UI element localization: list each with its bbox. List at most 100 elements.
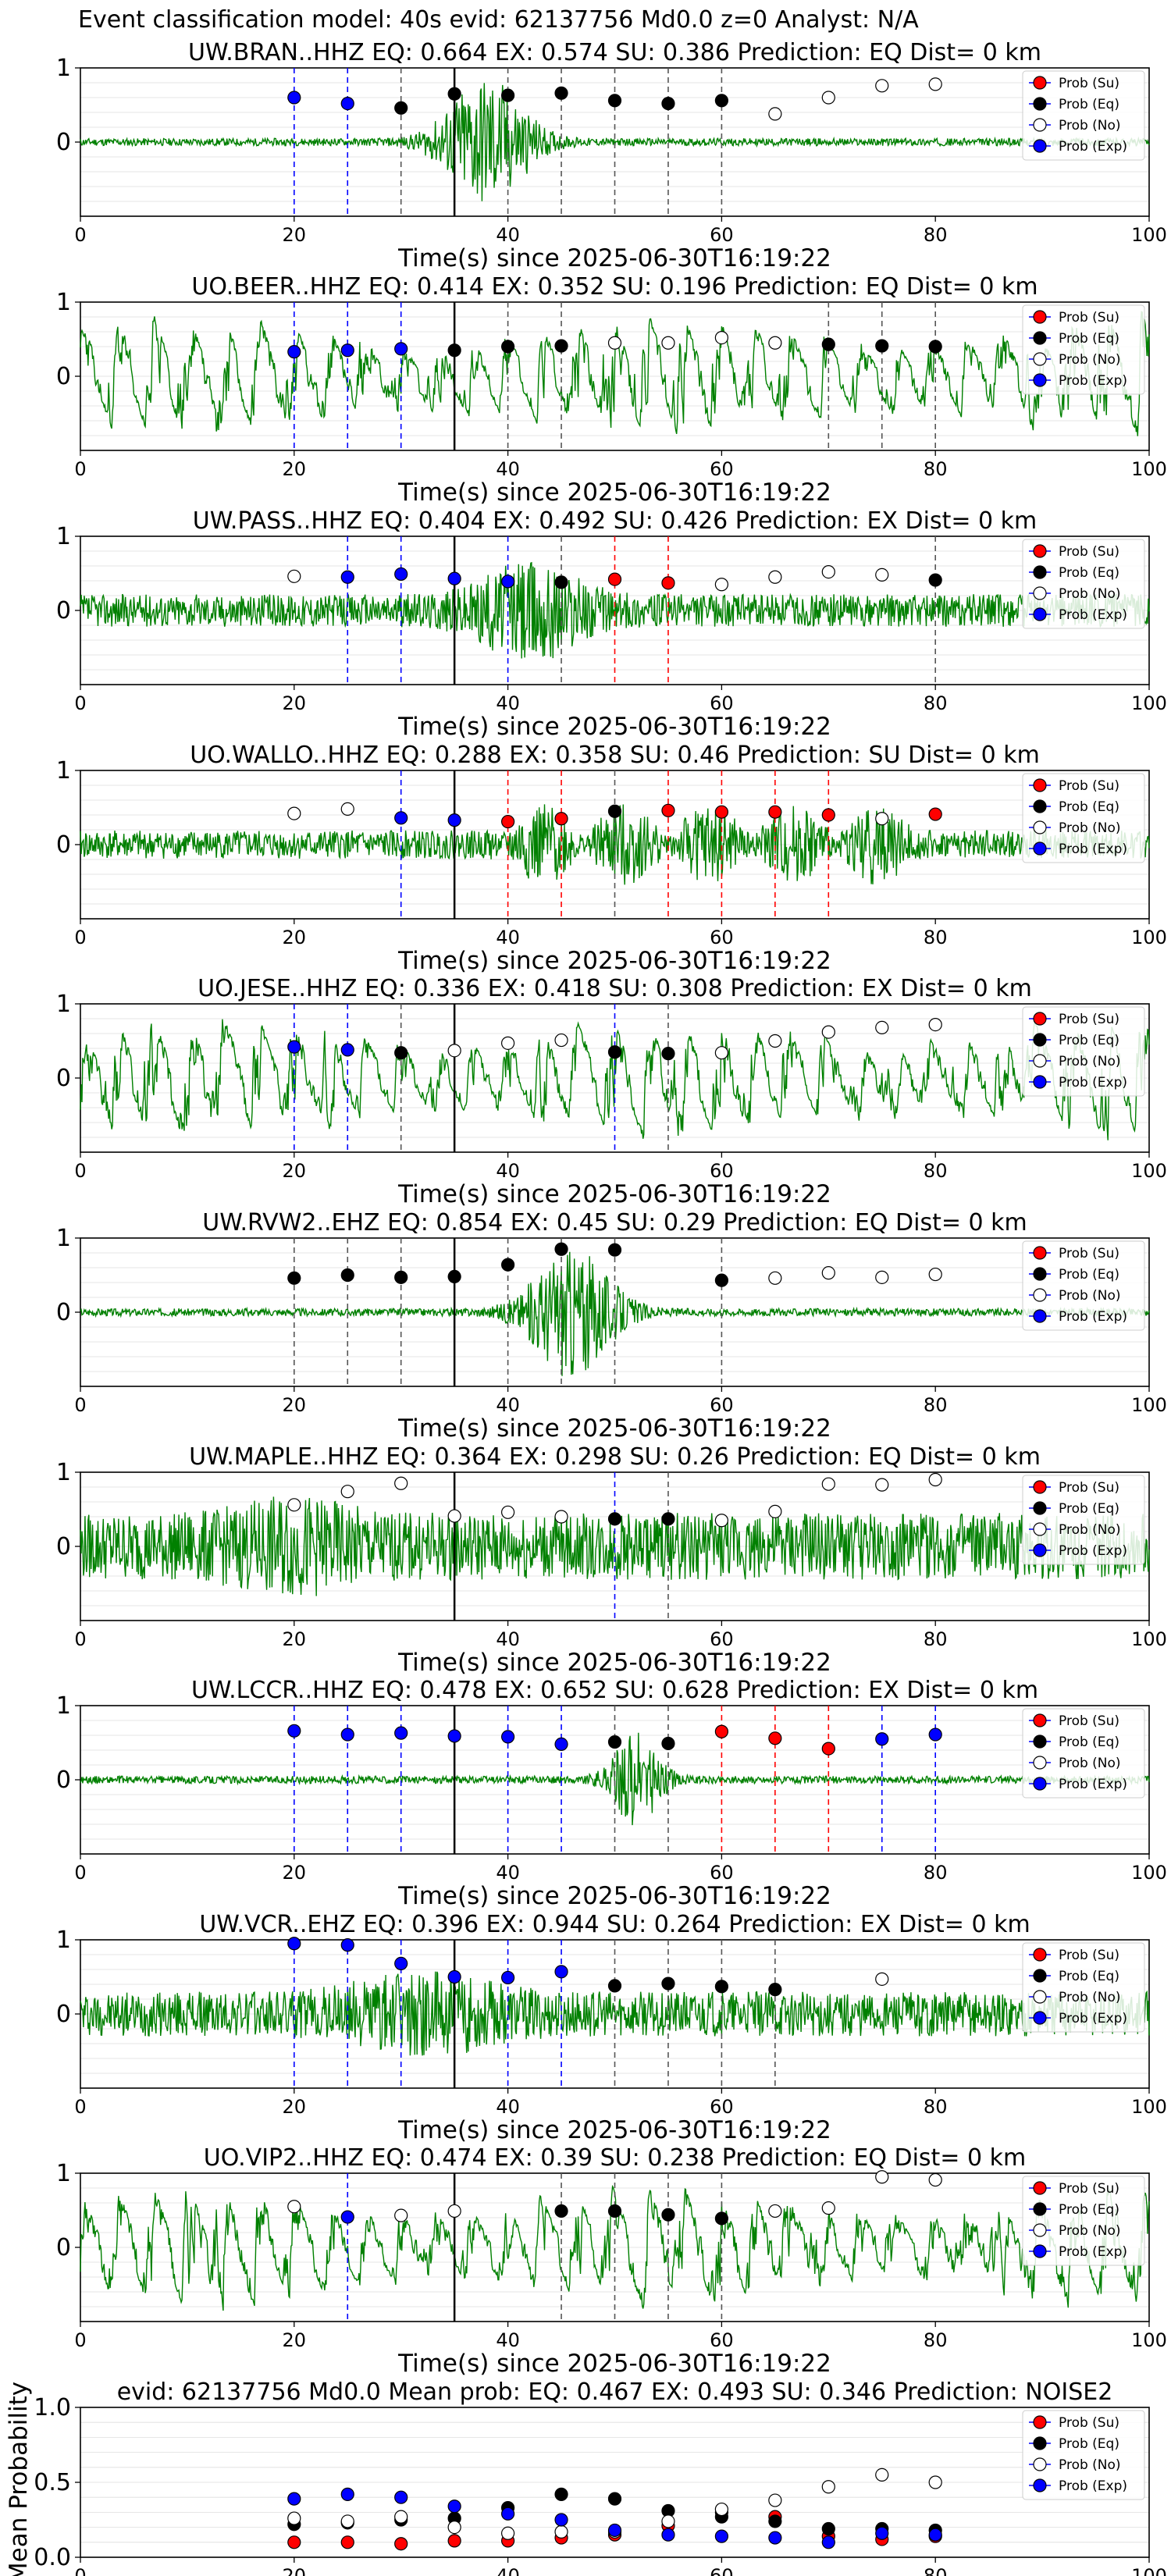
prob-point	[607, 1243, 622, 1257]
legend-box	[1022, 1006, 1145, 1097]
legend-label: Prob (Exp)	[1059, 1777, 1127, 1792]
prob-point	[607, 572, 622, 586]
legend-label: Prob (Eq)	[1059, 799, 1119, 815]
legend-label: Prob (Su)	[1059, 544, 1119, 560]
y-tick-label: 0	[56, 1065, 71, 1092]
x-tick-label: 0	[74, 1160, 86, 1182]
mean-prob-point	[500, 2526, 515, 2540]
y-tick-label: 0	[56, 597, 71, 624]
chart-panel: UW.VCR..EHZ EQ: 0.396 EX: 0.944 SU: 0.26…	[56, 1911, 1167, 2144]
legend-label: Prob (Eq)	[1059, 1033, 1119, 1048]
legend-label: Prob (Su)	[1059, 2181, 1119, 2197]
y-tick-label: 0.0	[34, 2544, 71, 2571]
x-tick-label: 40	[496, 2565, 520, 2576]
x-axis-label: Time(s) since 2025-06-30T16:19:22	[397, 1882, 831, 1910]
x-tick-label: 0	[74, 458, 86, 480]
x-tick-label: 100	[1131, 1628, 1167, 1650]
prob-point	[394, 811, 408, 825]
legend-label: Prob (Eq)	[1059, 2202, 1119, 2218]
legend-box	[1022, 2176, 1145, 2266]
prob-point	[768, 1034, 782, 1048]
legend-marker	[1033, 1522, 1047, 1536]
legend-label: Prob (Su)	[1059, 1246, 1119, 1261]
mean-prob-point	[287, 2511, 301, 2525]
legend-marker	[1033, 97, 1047, 111]
mean-prob-point	[554, 2524, 568, 2539]
legend-box	[1022, 70, 1145, 161]
mean-prob-point	[394, 2510, 408, 2524]
legend-label: Prob (Exp)	[1059, 1543, 1127, 1559]
x-axis-label: Time(s) since 2025-06-30T16:19:22	[397, 1180, 831, 1208]
legend-label: Prob (No)	[1059, 586, 1121, 602]
mean-prob-point	[714, 2502, 729, 2517]
prob-point	[554, 1033, 568, 1048]
x-tick-label: 0	[74, 927, 86, 948]
prob-point	[500, 814, 515, 829]
prob-point	[821, 1477, 835, 1491]
x-tick-label: 40	[496, 1628, 520, 1650]
prob-point	[661, 1512, 675, 1526]
x-axis-label: Time(s) since 2025-06-30T16:19:22	[397, 947, 831, 975]
prob-point	[447, 1044, 461, 1058]
prob-point	[447, 343, 461, 358]
x-axis-label: Time(s) since 2025-06-30T16:19:22	[397, 1649, 831, 1677]
chart-panel: UW.RVW2..EHZ EQ: 0.854 EX: 0.45 SU: 0.29…	[56, 1209, 1167, 1443]
prob-point	[768, 336, 782, 350]
prob-point	[340, 1268, 354, 1283]
x-tick-label: 100	[1131, 224, 1167, 246]
chart-panel: UW.MAPLE..HHZ EQ: 0.364 EX: 0.298 SU: 0.…	[56, 1443, 1167, 1677]
prob-point	[394, 1046, 408, 1060]
legend-label: Prob (Eq)	[1059, 1501, 1119, 1517]
x-tick-label: 40	[496, 1160, 520, 1182]
y-tick-label: 0	[56, 1533, 71, 1560]
prob-point	[661, 576, 675, 590]
x-tick-label: 100	[1131, 2096, 1167, 2118]
panel-title: UO.WALLO..HHZ EQ: 0.288 EX: 0.358 SU: 0.…	[190, 742, 1040, 769]
prob-point	[875, 1972, 889, 1986]
legend-marker	[1033, 352, 1047, 366]
legend-label: Prob (Exp)	[1059, 841, 1127, 857]
prob-point	[875, 1478, 889, 1492]
prob-point	[821, 337, 835, 351]
legend-label: Prob (Exp)	[1059, 607, 1127, 623]
legend-marker	[1033, 2478, 1047, 2492]
x-tick-label: 20	[283, 1394, 307, 1416]
y-tick-label: 1	[56, 1692, 71, 1720]
legend-marker	[1033, 1288, 1047, 1302]
prob-point	[554, 86, 568, 100]
mean-prob-point	[821, 2480, 835, 2494]
prob-point	[768, 1504, 782, 1518]
prob-point	[447, 1729, 461, 1743]
legend-marker	[1033, 1033, 1047, 1047]
x-tick-label: 80	[924, 692, 948, 714]
prob-point	[607, 336, 622, 350]
panel-title: UO.VIP2..HHZ EQ: 0.474 EX: 0.39 SU: 0.23…	[204, 2144, 1026, 2172]
prob-point	[607, 1735, 622, 1749]
legend-marker	[1033, 1054, 1047, 1068]
prob-point	[394, 1476, 408, 1490]
prob-point	[394, 101, 408, 115]
x-tick-label: 100	[1131, 2565, 1167, 2576]
legend-label: Prob (Su)	[1059, 778, 1119, 794]
x-axis-label: Time(s) since 2025-06-30T16:19:22	[397, 1414, 831, 1443]
prob-point	[500, 1730, 515, 1744]
x-tick-label: 20	[283, 692, 307, 714]
prob-point	[340, 802, 354, 817]
x-tick-label: 80	[924, 458, 948, 480]
x-tick-label: 80	[924, 2329, 948, 2351]
legend-label: Prob (Exp)	[1059, 1309, 1127, 1325]
legend-label: Prob (No)	[1059, 352, 1121, 368]
x-tick-label: 60	[710, 1628, 734, 1650]
legend-label: Prob (Eq)	[1059, 1735, 1119, 1750]
prob-point	[661, 2208, 675, 2222]
mean-prob-point	[340, 2487, 354, 2501]
y-tick-label: 0	[56, 2234, 71, 2261]
prob-point	[768, 1271, 782, 1285]
x-tick-label: 20	[283, 1862, 307, 1884]
x-tick-label: 20	[283, 458, 307, 480]
panel-title: UW.PASS..HHZ EQ: 0.404 EX: 0.492 SU: 0.4…	[193, 507, 1037, 535]
prob-point	[340, 2210, 354, 2224]
prob-point	[714, 1724, 729, 1738]
legend-box	[1022, 1240, 1145, 1331]
prob-point	[287, 1724, 301, 1738]
